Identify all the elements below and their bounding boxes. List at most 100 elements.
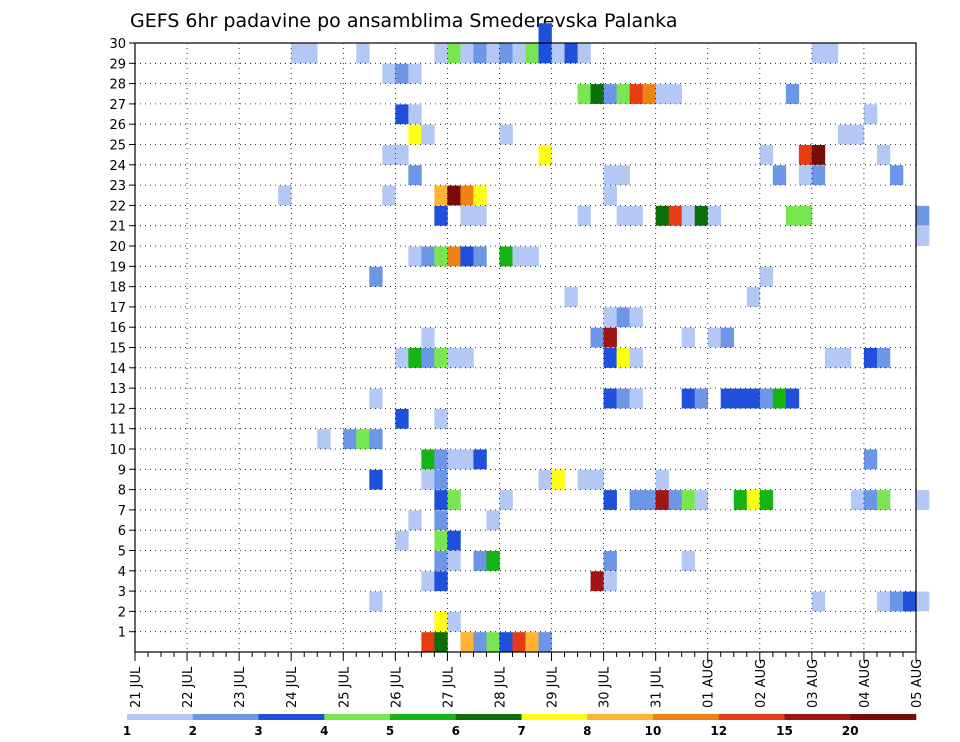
precip-cell <box>889 591 904 612</box>
colorbar-segment <box>127 714 194 720</box>
precip-cell <box>759 266 774 287</box>
precip-cell <box>577 205 591 226</box>
precip-cell <box>720 327 735 348</box>
precip-cell <box>655 84 669 104</box>
y-tick-label: 25 <box>109 139 126 154</box>
plot-frame <box>134 42 917 653</box>
precip-cell <box>876 348 891 368</box>
precip-cell <box>603 84 617 104</box>
x-tick-label: 21 JUL <box>129 666 144 708</box>
precip-cell <box>525 246 539 267</box>
x-tick-label: 29 JUL <box>546 666 561 708</box>
precip-cell <box>369 266 383 287</box>
precip-cell <box>746 490 761 510</box>
precip-cell <box>499 124 513 145</box>
precip-cell <box>499 490 513 510</box>
precip-cell <box>668 84 682 104</box>
y-tick-label: 26 <box>109 118 126 133</box>
precip-cell <box>473 449 487 470</box>
y-tick-label: 2 <box>118 605 126 620</box>
precip-cell <box>668 205 682 226</box>
precip-cell <box>616 205 630 226</box>
precip-cell <box>603 185 617 206</box>
precip-cell <box>434 469 448 490</box>
precip-cell <box>473 185 487 206</box>
y-tick-label: 24 <box>109 159 126 174</box>
x-tick-label: 03 AUG <box>806 659 821 708</box>
precip-cell <box>681 205 696 226</box>
precip-cell <box>616 307 630 328</box>
y-tick-label: 17 <box>109 301 126 316</box>
x-axis: 21 JUL 22 JUL 23 JUL 24 JUL 25 JUL 26 JUL 27 J… <box>129 652 925 708</box>
precip-cell <box>395 530 409 551</box>
precip-cell <box>538 469 552 490</box>
precip-cell <box>408 246 422 267</box>
precip-cell <box>395 63 409 84</box>
precip-cell <box>369 388 383 409</box>
precip-cell <box>759 388 774 409</box>
precip-cell <box>473 632 487 652</box>
precip-cell <box>382 63 396 84</box>
y-tick-label: 22 <box>109 199 126 214</box>
precip-cell <box>486 551 500 571</box>
precip-cell <box>421 571 435 592</box>
precip-cell <box>408 510 422 531</box>
precip-cell <box>408 104 422 125</box>
precip-cell <box>746 388 761 409</box>
precip-cell <box>916 490 930 510</box>
precip-cell <box>434 246 448 267</box>
precip-cell <box>395 408 409 429</box>
precip-cell <box>876 591 891 612</box>
precip-cell <box>916 205 930 226</box>
y-tick-label: 3 <box>118 585 126 600</box>
precip-cell <box>707 205 722 226</box>
precip-cell <box>798 145 813 165</box>
precip-cell <box>460 449 474 470</box>
precip-cell <box>876 490 891 510</box>
precip-cell <box>811 591 826 612</box>
y-tick-label: 1 <box>118 626 126 641</box>
precip-cell <box>577 84 591 104</box>
precip-cell <box>863 490 878 510</box>
precip-cell <box>655 205 669 226</box>
y-tick-label: 10 <box>109 443 126 458</box>
precip-cell <box>369 469 383 490</box>
precip-cell <box>746 287 761 307</box>
x-tick-label: 23 JUL <box>233 666 248 708</box>
precip-cell <box>785 205 800 226</box>
precip-cell <box>382 145 396 165</box>
precip-cell <box>473 246 487 267</box>
precip-cell <box>473 551 487 571</box>
precip-cell <box>603 388 617 409</box>
precip-cell <box>499 632 513 652</box>
precip-cell <box>694 388 709 409</box>
colorbar-label: 3 <box>254 724 262 738</box>
precip-cell <box>876 145 891 165</box>
y-tick-label: 30 <box>109 37 126 52</box>
precip-cell <box>395 104 409 125</box>
x-tick-label: 04 AUG <box>858 659 873 708</box>
y-tick-label: 12 <box>109 402 126 417</box>
precip-cell <box>434 632 448 652</box>
precip-cell <box>460 348 474 368</box>
precip-cell <box>850 490 865 510</box>
y-tick-label: 7 <box>118 504 126 519</box>
precip-cell <box>603 327 617 348</box>
precip-cell <box>460 205 474 226</box>
precip-cell <box>447 611 461 632</box>
colorbar-label: 4 <box>320 724 328 738</box>
precip-cell <box>707 327 722 348</box>
precip-cell <box>863 348 878 368</box>
cells-layer <box>278 23 930 652</box>
colorbar-label: 6 <box>452 724 460 738</box>
x-tick-label: 01 AUG <box>702 659 717 708</box>
precip-cell <box>434 408 448 429</box>
colorbar-label: 15 <box>776 724 793 738</box>
precip-cell <box>356 429 370 449</box>
precip-cell <box>317 429 331 449</box>
precip-cell <box>434 348 448 368</box>
colorbar-label: 10 <box>645 724 662 738</box>
precip-cell <box>824 43 839 64</box>
colorbar-label: 8 <box>583 724 591 738</box>
